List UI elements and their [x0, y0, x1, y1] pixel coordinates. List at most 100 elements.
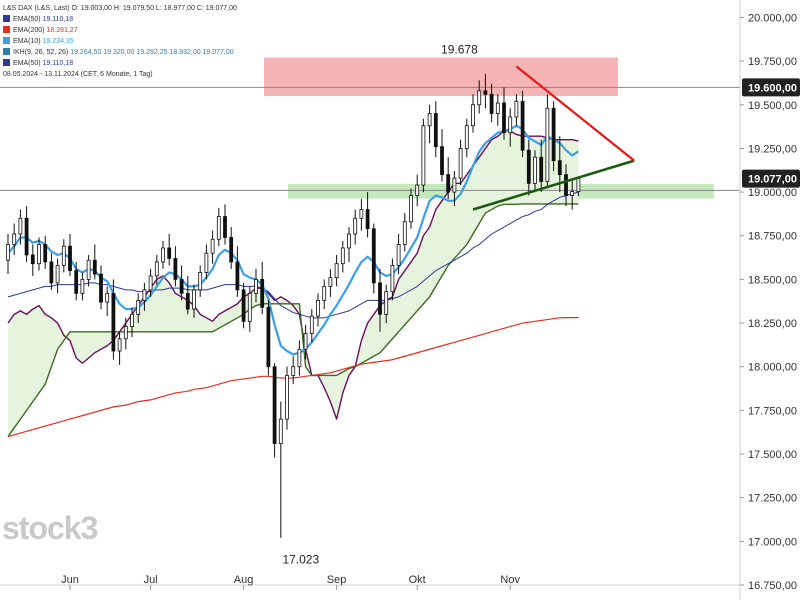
candle-body [433, 113, 438, 148]
candle-body [328, 277, 333, 287]
candle-body [309, 315, 314, 334]
candle-body [489, 93, 494, 114]
resistance-price-tag: 19.600,00 [742, 78, 800, 97]
candle-body [396, 244, 401, 266]
legend-swatch [3, 15, 10, 22]
legend-row: EMA(200) 18.281,27 [3, 25, 237, 36]
candle-body [446, 174, 451, 193]
candle-body [297, 348, 302, 368]
candle-body [285, 375, 289, 420]
month-tick-label: Sep [327, 574, 347, 586]
price-axis[interactable]: 20.000,00 19.750,00 19.500,00 19.250,00 19.0… [739, 0, 797, 600]
trendlines [472, 65, 635, 211]
candle-body [254, 279, 258, 294]
candle-body [12, 233, 17, 245]
legend-value: 18.281,27 [46, 27, 78, 34]
candle-body [148, 275, 153, 291]
senkou-span-a-line [7, 130, 579, 420]
last-price-label: 19.077,00 [748, 174, 797, 186]
candle-body [427, 113, 432, 127]
candle-body [458, 148, 463, 179]
candle-body [495, 102, 500, 114]
falling-trendline [515, 65, 635, 162]
candle-body [235, 261, 240, 291]
candle-body [278, 418, 283, 444]
candle-body [185, 292, 190, 310]
candle-body [173, 258, 178, 280]
price-tick-label: 19.250,00 [748, 143, 797, 155]
candle-body [421, 125, 426, 186]
candle-body [55, 265, 60, 284]
candle-body [123, 326, 128, 340]
candle-body [6, 244, 10, 261]
candle-body [347, 233, 351, 249]
candle-body [30, 254, 35, 265]
price-tick-label: 19.750,00 [748, 56, 797, 68]
legend-value: 19.264,50 19.320,00 19.292,25 18.932,00 … [70, 49, 234, 56]
candle-body [192, 289, 196, 310]
legend-period: 08.05.2024 - 13.11.2024 (CET, 6 Monate, … [3, 71, 153, 78]
candle-body [322, 285, 327, 301]
candle-body [365, 209, 370, 230]
price-tick-label: 16.750,00 [748, 580, 797, 592]
watermark-logo: stock3 [2, 510, 98, 546]
time-axis[interactable]: Jun Jul Aug Sep Okt Nov [0, 574, 740, 590]
candle-body [576, 178, 581, 192]
price-tick-label: 17.000,00 [748, 536, 797, 548]
candle-body [564, 174, 568, 196]
legend-row: EMA(50) 19.110,18 [3, 14, 237, 25]
price-tick-label: 20.000,00 [748, 12, 797, 24]
candle-body [316, 299, 320, 317]
legend-value: 19.110,18 [42, 60, 74, 67]
candle-body [229, 237, 234, 263]
candle-body [520, 100, 525, 151]
candle-body [272, 366, 277, 444]
candle-body [371, 228, 376, 284]
legend-label: EMA(50) [13, 16, 43, 23]
candle-body [508, 116, 513, 134]
candle-body [533, 156, 537, 184]
candle-body [247, 292, 252, 322]
candle-body [105, 292, 110, 303]
price-tick-label: 17.250,00 [748, 493, 797, 505]
candle-body [440, 146, 444, 176]
candle-body [402, 221, 407, 245]
legend-label: EMA(50) [13, 60, 43, 67]
resistance-price-label: 19.600,00 [748, 82, 797, 94]
candle-body [291, 366, 296, 376]
horizontal-lines [0, 86, 740, 191]
price-tick-label: 18.500,00 [748, 274, 797, 286]
candle-body [167, 247, 172, 259]
candlesticks [6, 73, 581, 538]
candle-body [526, 149, 531, 184]
candle-body [136, 299, 141, 315]
candle-body [353, 217, 358, 235]
high-annotation: 19.678 [441, 43, 478, 57]
ema10-line [7, 124, 580, 356]
price-tick-label: 19.500,00 [748, 100, 797, 112]
price-tick-label: 17.500,00 [748, 449, 797, 461]
candle-body [223, 216, 227, 238]
candle-body [340, 247, 345, 265]
candle-body [37, 244, 41, 265]
legend-swatch [3, 59, 10, 66]
candle-body [80, 279, 85, 294]
candle-body [471, 104, 475, 127]
candle-body [92, 259, 97, 275]
ema50-line [7, 191, 579, 319]
legend-title: L&S DAX (L&S, Last) O: 19.003,00 H: 19.0… [3, 5, 237, 12]
candle-body [334, 263, 339, 279]
chart-legend: L&S DAX (L&S, Last) O: 19.003,00 H: 19.0… [3, 3, 237, 80]
month-tick-label: Nov [500, 574, 520, 586]
candle-body [161, 247, 165, 263]
candle-body [117, 338, 122, 352]
candle-body [74, 270, 79, 294]
candle-body [216, 216, 221, 240]
candle-body [502, 102, 506, 134]
candle-body [303, 333, 308, 350]
candle-body [154, 261, 159, 277]
candle-body [539, 156, 544, 183]
candle-body [452, 177, 457, 193]
candle-body [464, 125, 469, 149]
